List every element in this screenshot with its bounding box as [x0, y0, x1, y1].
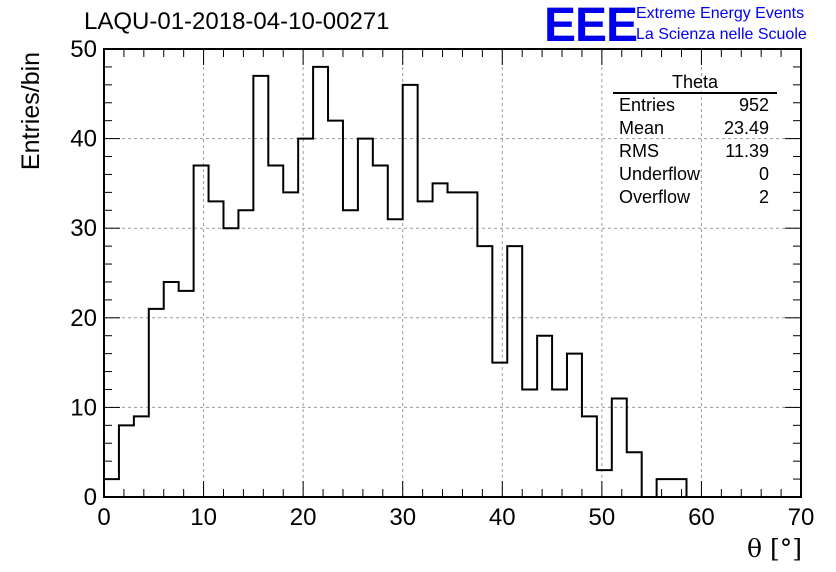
- histogram-bin: [149, 309, 164, 497]
- stats-row-entries: Entries 952: [611, 94, 777, 117]
- histogram-bin: [223, 228, 238, 497]
- histogram-bin: [134, 416, 149, 497]
- histogram-bin: [657, 479, 672, 497]
- x-tick-label: 40: [489, 504, 516, 531]
- y-tick-label: 10: [70, 394, 97, 421]
- histogram-bin: [179, 291, 194, 497]
- stats-label: Entries: [619, 95, 676, 115]
- histogram-bin: [433, 183, 448, 497]
- stats-value: 11.39: [725, 141, 769, 161]
- histogram-bin: [373, 165, 388, 497]
- stats-value: 2: [758, 187, 769, 207]
- histogram-bin: [268, 165, 283, 497]
- stats-label: Underflow: [619, 164, 701, 184]
- y-tick-label: 30: [70, 215, 97, 242]
- histogram-bin: [597, 470, 612, 497]
- stats-row-overflow: Overflow 2: [611, 186, 777, 209]
- histogram-bin: [522, 389, 537, 497]
- histogram-bin: [238, 210, 253, 497]
- x-tick-label: 30: [389, 504, 416, 531]
- x-tick-label: 60: [688, 504, 715, 531]
- logo-line-1: Extreme Energy Events: [636, 5, 805, 22]
- stats-box-title: Theta: [613, 72, 777, 94]
- y-tick-label: 40: [70, 126, 97, 153]
- histogram-bin: [209, 201, 224, 497]
- stats-value: 0: [758, 164, 769, 184]
- histogram-bin: [537, 336, 552, 497]
- histogram-bin: [194, 165, 209, 497]
- histogram-bin: [418, 201, 433, 497]
- axis-ticks: [103, 48, 802, 498]
- y-axis-label: Entries/bin: [17, 51, 45, 171]
- stats-label: RMS: [619, 141, 659, 161]
- histogram-bin: [672, 479, 687, 497]
- histogram-bin: [283, 192, 298, 497]
- histogram-outline: [103, 65, 702, 498]
- histogram-bin: [477, 246, 492, 497]
- histogram-bin: [343, 210, 358, 497]
- histogram-bin: [164, 282, 179, 497]
- x-tick-label: 70: [788, 504, 815, 531]
- histogram-bin: [582, 416, 597, 497]
- stats-label: Mean: [619, 118, 665, 138]
- stats-label: Overflow: [619, 187, 691, 207]
- histogram-bin: [328, 121, 343, 497]
- stats-box: Theta Entries 952 Mean 23.49 RMS 11.39 U…: [611, 72, 777, 209]
- x-tick-label: 10: [190, 504, 217, 531]
- histogram-bin: [104, 479, 119, 497]
- x-tick-label: 0: [97, 504, 110, 531]
- histogram-bin: [119, 425, 134, 497]
- x-tick-label: 50: [589, 504, 616, 531]
- histogram-bin: [627, 452, 642, 497]
- chart-title: LAQU-01-2018-04-10-00271: [84, 8, 390, 35]
- histogram-bin: [388, 219, 403, 497]
- histogram-bin: [552, 389, 567, 497]
- plot-frame: [103, 48, 802, 498]
- eee-logo-text: Extreme Energy Events La Scienza nelle S…: [636, 3, 807, 45]
- stats-value: 23.49: [723, 118, 769, 138]
- stats-row-rms: RMS 11.39: [611, 140, 777, 163]
- stats-value: 952: [738, 95, 769, 115]
- logo-line-2: La Scienza nelle Scuole: [636, 26, 807, 43]
- x-tick-label: 20: [290, 504, 317, 531]
- histogram-bin: [507, 246, 522, 497]
- histogram-bin: [462, 192, 477, 497]
- histogram-bin: [448, 192, 463, 497]
- y-tick-label: 20: [70, 305, 97, 332]
- histogram-bin: [492, 363, 507, 497]
- eee-logo-mark: EEE: [544, 0, 638, 52]
- y-tick-label: 50: [70, 36, 97, 63]
- y-tick-label: 0: [84, 484, 97, 511]
- histogram-bin: [403, 85, 418, 497]
- histogram-bin: [612, 398, 627, 497]
- stats-row-mean: Mean 23.49: [611, 117, 777, 140]
- stats-row-underflow: Underflow 0: [611, 163, 777, 186]
- histogram-bin: [313, 67, 328, 497]
- histogram-bin: [567, 354, 582, 497]
- x-axis-label: θ [°]: [746, 534, 802, 563]
- histogram-bins: [104, 67, 686, 497]
